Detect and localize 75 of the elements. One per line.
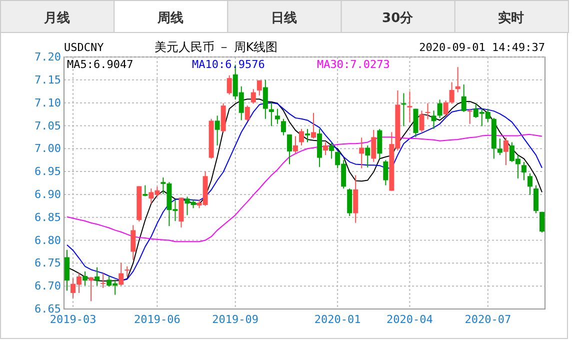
- candlestick: [539, 211, 544, 233]
- candlestick: [280, 118, 286, 136]
- candlestick: [455, 66, 460, 93]
- candlestick: [178, 197, 184, 228]
- candlestick: [214, 115, 220, 146]
- candlestick: [443, 100, 448, 116]
- candlestick: [467, 108, 472, 124]
- candlestick: [94, 266, 100, 286]
- candlestick: [244, 105, 250, 122]
- text: 周线: [156, 11, 184, 26]
- candlestick: [371, 129, 376, 162]
- candlestick: [268, 102, 274, 127]
- candlestick: [82, 270, 88, 286]
- candlestick: [329, 142, 334, 160]
- candlestick: [533, 184, 538, 214]
- candlestick: [425, 102, 430, 120]
- text: 实时: [498, 10, 524, 26]
- candlestick: [407, 90, 412, 123]
- x-tick-label: 2019-09: [212, 312, 259, 326]
- y-tick-label: 6.90: [34, 188, 61, 201]
- candlestick: [437, 99, 442, 118]
- candlestick: [419, 110, 424, 133]
- candlestick: [449, 82, 454, 104]
- candlestick: [130, 224, 136, 260]
- y-tick-label: 7.00: [34, 142, 61, 156]
- candlestick: [311, 112, 316, 140]
- candlestick: [527, 172, 532, 196]
- y-tick-label: 6.95: [34, 165, 61, 178]
- candlestick: [347, 188, 352, 216]
- y-tick-label: 6.85: [34, 210, 61, 224]
- candlestick: [88, 276, 94, 302]
- x-tick-label: 2020-01: [314, 312, 361, 326]
- y-tick-label: 7.15: [34, 73, 61, 86]
- candlestick: [124, 266, 130, 277]
- candlestick: [365, 144, 370, 168]
- candlestick: [431, 110, 436, 130]
- y-tick-label: 7.10: [34, 96, 61, 110]
- text: MA30:7.0273: [317, 58, 390, 71]
- candlestick: [286, 134, 292, 165]
- candlestick: [305, 128, 310, 143]
- x-tick-label: 2020-07: [464, 312, 512, 326]
- candlestick: [226, 74, 232, 96]
- candlestick: [262, 79, 268, 120]
- x-tick-label: 2020-04: [386, 312, 434, 326]
- candlestick: [118, 262, 124, 286]
- candlestick: [359, 137, 364, 169]
- candlestick: [100, 272, 106, 288]
- text: MA5:6.9047: [67, 58, 134, 71]
- text: USDCNY: [64, 41, 104, 54]
- text: 日线: [271, 11, 297, 26]
- y-tick-label: 7.05: [34, 119, 61, 132]
- candlestick: [142, 184, 148, 197]
- candlestick: [256, 80, 262, 96]
- candlestick: [461, 84, 466, 112]
- candlestick: [377, 128, 382, 160]
- y-tick-label: 6.80: [34, 234, 61, 247]
- candlestick: [353, 174, 358, 224]
- chart-title: 美元人民币 － 周K线图: [154, 40, 278, 54]
- candlestick: [274, 108, 280, 124]
- candlestick: [521, 161, 526, 181]
- candlestick: [497, 138, 502, 156]
- text: 30分: [382, 11, 414, 26]
- candlestick: [298, 128, 304, 146]
- y-tick-label: 6.75: [34, 256, 61, 270]
- text: 月线: [42, 11, 70, 26]
- text: MA10:6.9576: [192, 58, 265, 71]
- candlestick: [503, 137, 508, 166]
- candlestick: [292, 136, 298, 154]
- x-tick-label: 2019-06: [134, 312, 180, 326]
- candlestick: [323, 142, 328, 156]
- candlestick: [250, 88, 256, 104]
- y-tick-label: 6.70: [34, 280, 61, 293]
- y-tick-label: 7.20: [34, 50, 61, 64]
- text: 2020-09-01 14:49:37: [419, 41, 545, 54]
- candlestick: [383, 160, 388, 186]
